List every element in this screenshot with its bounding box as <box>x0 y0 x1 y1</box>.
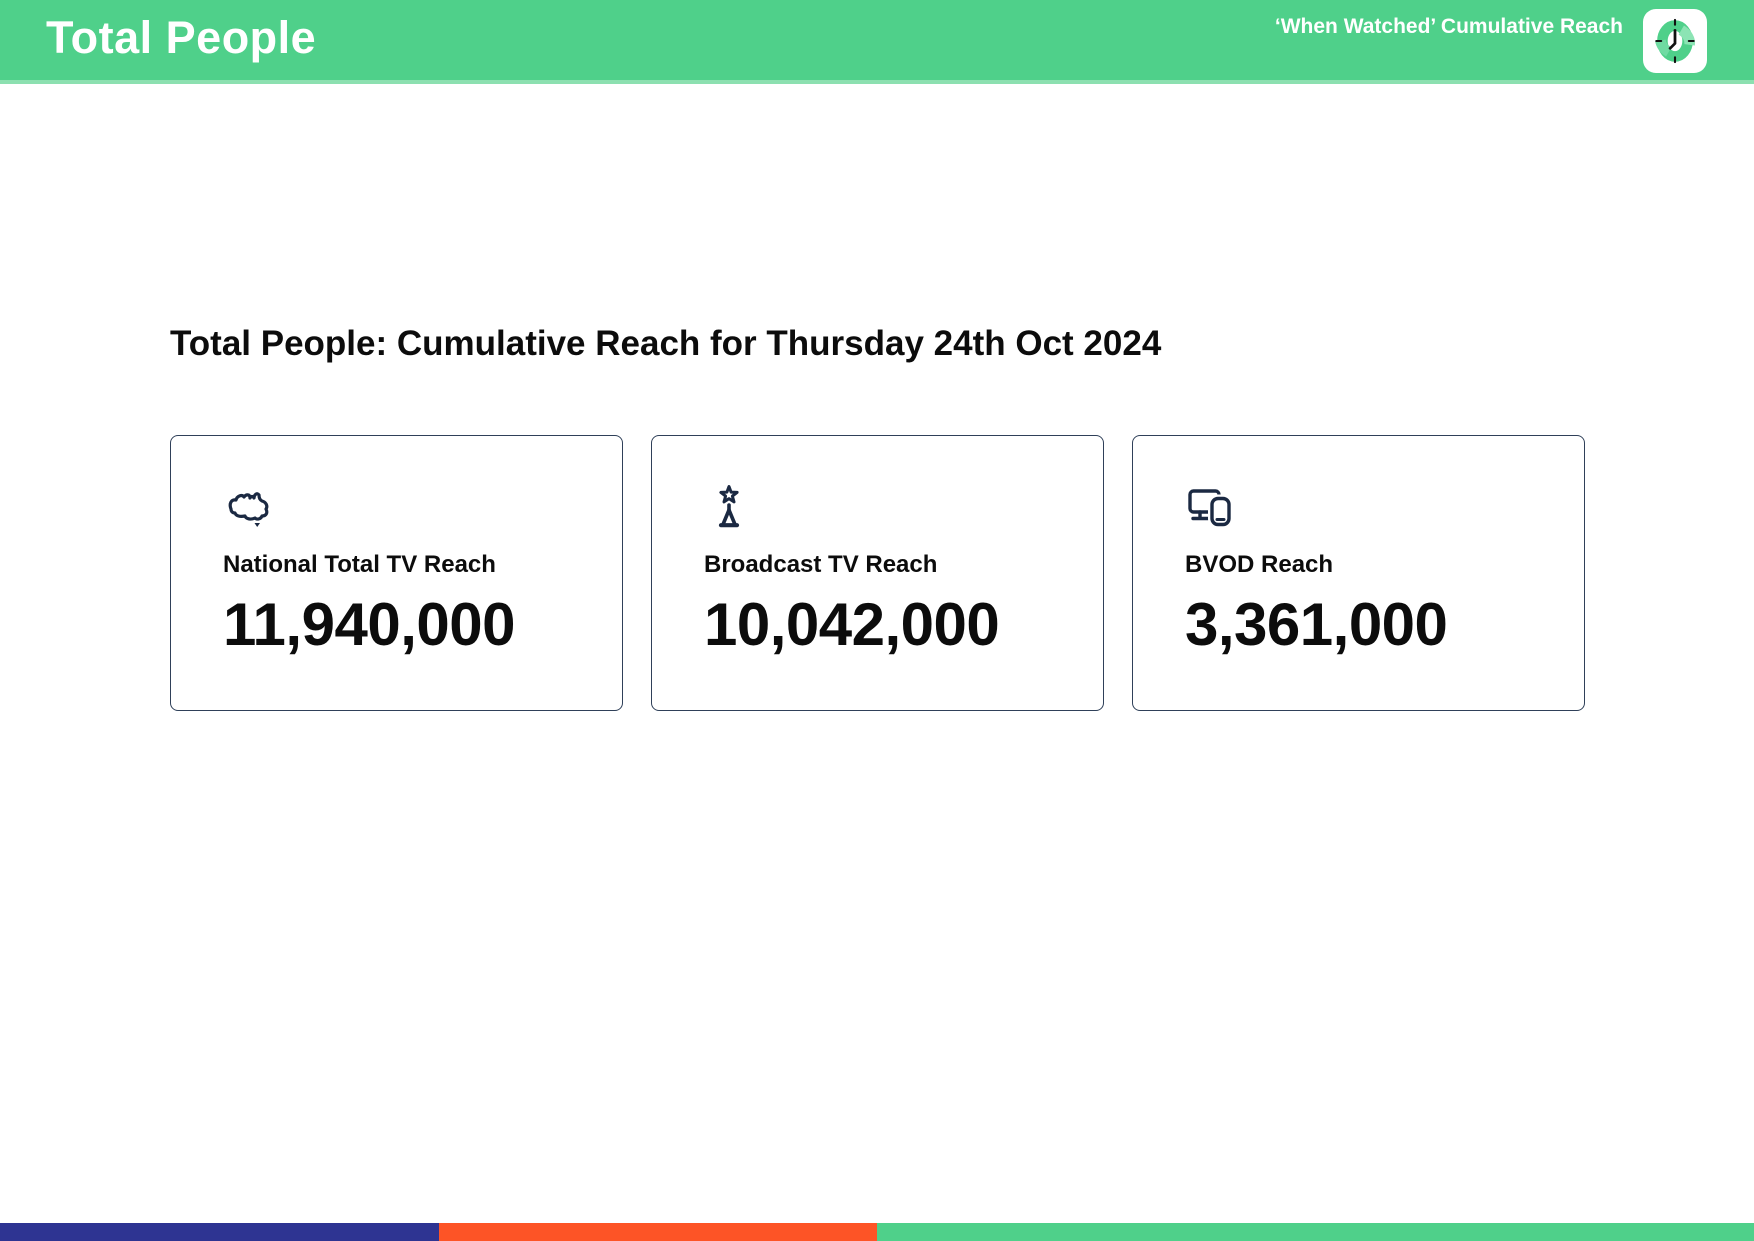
devices-icon <box>1185 483 1235 531</box>
kpi-card-label: National Total TV Reach <box>223 551 496 578</box>
tv-tower-icon <box>704 483 754 531</box>
report-heading: Total People: Cumulative Reach for Thurs… <box>170 324 1162 363</box>
australia-map-icon <box>223 483 273 531</box>
page-title: Total People <box>46 12 317 63</box>
footer-segment-blue <box>0 1223 439 1241</box>
kpi-card-value: 11,940,000 <box>223 591 515 658</box>
kpi-card-value: 3,361,000 <box>1185 591 1448 658</box>
kpi-card-label: Broadcast TV Reach <box>704 551 938 578</box>
header-subtitle: ‘When Watched’ Cumulative Reach <box>1274 15 1623 38</box>
kpi-card-broadcast-tv-reach: Broadcast TV Reach 10,042,000 <box>651 435 1104 711</box>
clock-icon <box>1643 9 1707 73</box>
kpi-card-label: BVOD Reach <box>1185 551 1334 578</box>
kpi-cards-row: National Total TV Reach 11,940,000 Broad… <box>170 435 1585 711</box>
kpi-card-national-total-tv-reach: National Total TV Reach 11,940,000 <box>170 435 623 711</box>
header-bar: Total People ‘When Watched’ Cumulative R… <box>0 0 1754 84</box>
kpi-card-value: 10,042,000 <box>704 591 1000 658</box>
footer-segment-green <box>877 1223 1754 1241</box>
footer-segment-orange <box>438 1223 877 1241</box>
kpi-card-bvod-reach: BVOD Reach 3,361,000 <box>1132 435 1585 711</box>
footer-color-bar <box>0 1223 1754 1241</box>
